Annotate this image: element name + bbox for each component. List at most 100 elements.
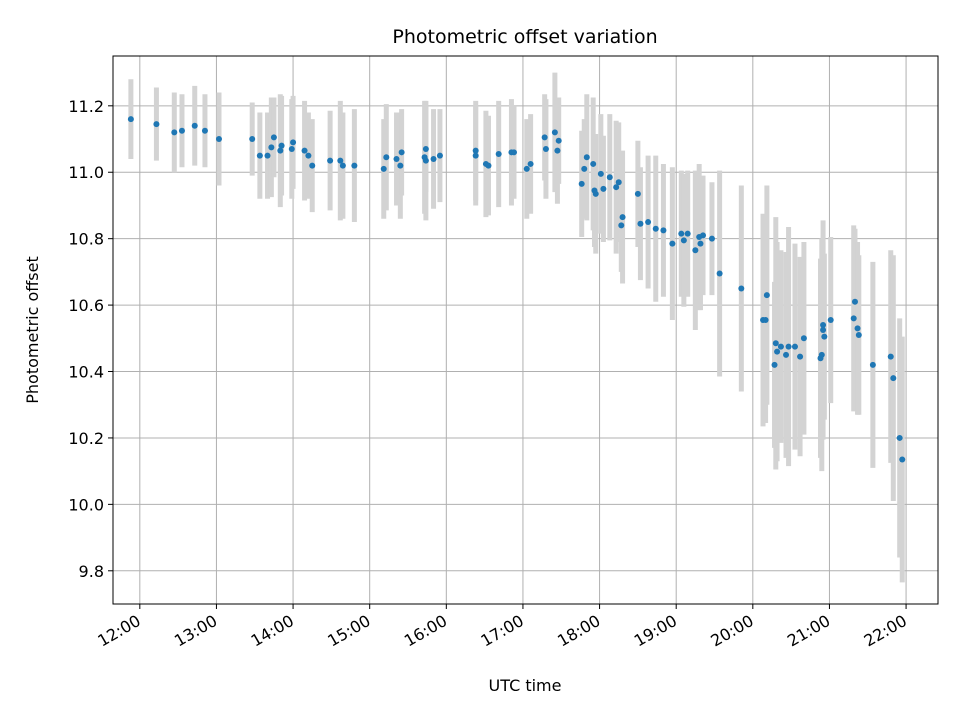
data-point <box>527 160 534 167</box>
data-point <box>301 147 308 154</box>
data-point <box>652 225 659 232</box>
y-tick-label: 10.0 <box>68 495 104 514</box>
data-point <box>820 322 827 329</box>
data-point <box>127 116 134 123</box>
data-point <box>201 127 208 134</box>
y-tick-label: 11.0 <box>68 163 104 182</box>
data-point <box>818 351 825 358</box>
data-point <box>337 157 344 164</box>
data-point <box>393 155 400 162</box>
data-point <box>581 165 588 172</box>
data-point <box>436 152 443 159</box>
data-point <box>268 144 275 151</box>
data-point <box>678 230 685 237</box>
data-point <box>555 137 562 144</box>
data-point <box>485 162 492 169</box>
data-point <box>634 190 641 197</box>
data-point <box>178 127 185 134</box>
data-point <box>619 214 626 221</box>
y-tick-label: 10.6 <box>68 296 104 315</box>
data-point <box>383 154 390 161</box>
data-points <box>127 116 906 463</box>
data-point <box>669 240 676 247</box>
data-point <box>697 240 704 247</box>
data-point <box>290 139 297 146</box>
data-point <box>854 325 861 332</box>
data-point <box>618 222 625 229</box>
data-point <box>264 152 271 159</box>
y-tick-label: 9.8 <box>79 562 104 581</box>
data-point <box>472 152 479 159</box>
data-point <box>339 162 346 169</box>
data-point <box>422 157 429 164</box>
data-point <box>380 165 387 172</box>
y-tick-label: 11.2 <box>68 97 104 116</box>
data-point <box>541 134 548 141</box>
data-point <box>869 361 876 368</box>
data-point <box>785 343 792 350</box>
plot-frame <box>112 55 939 605</box>
data-point <box>551 129 558 136</box>
data-point <box>700 232 707 239</box>
data-point <box>827 317 834 324</box>
data-point <box>597 170 604 177</box>
data-point <box>771 361 778 368</box>
data-point <box>191 122 198 129</box>
data-point <box>422 145 429 152</box>
data-point <box>660 227 667 234</box>
data-point <box>772 340 779 347</box>
data-point <box>851 298 858 305</box>
data-point <box>256 152 263 159</box>
data-point <box>288 145 295 152</box>
data-point <box>590 160 597 167</box>
data-point <box>855 331 862 338</box>
data-point <box>615 179 622 186</box>
data-point <box>351 162 358 169</box>
data-point <box>821 333 828 340</box>
data-point <box>899 456 906 463</box>
data-point <box>645 219 652 226</box>
data-point <box>896 434 903 441</box>
data-point <box>472 147 479 154</box>
y-tick-label: 10.8 <box>68 230 104 249</box>
data-point <box>327 157 334 164</box>
data-point <box>309 162 316 169</box>
data-point <box>708 235 715 242</box>
data-point <box>495 150 502 157</box>
data-point <box>277 147 284 154</box>
data-point <box>270 134 277 141</box>
chart-title: Photometric offset variation <box>392 26 657 48</box>
data-point <box>637 220 644 227</box>
y-tick-label: 10.4 <box>68 363 104 382</box>
data-point <box>762 317 769 324</box>
data-point <box>850 315 857 322</box>
x-axis-label: UTC time <box>489 676 562 695</box>
data-point <box>777 343 784 350</box>
data-point <box>763 292 770 299</box>
data-point <box>820 327 827 333</box>
data-point <box>716 270 723 277</box>
data-point <box>887 353 894 360</box>
data-point <box>600 185 607 192</box>
data-point <box>797 353 804 360</box>
data-point <box>680 237 687 244</box>
data-point <box>397 162 404 169</box>
data-point <box>890 375 897 382</box>
data-point <box>511 149 518 156</box>
data-point <box>613 184 620 191</box>
data-point <box>692 247 699 254</box>
data-point <box>554 147 561 154</box>
data-point <box>215 136 222 143</box>
data-point <box>583 154 590 161</box>
data-point <box>305 152 312 159</box>
data-point <box>523 165 530 172</box>
data-point <box>684 230 691 237</box>
data-point <box>542 145 549 152</box>
y-tick-label: 10.2 <box>68 429 104 448</box>
data-point <box>398 149 405 156</box>
data-point <box>430 155 437 162</box>
data-point <box>783 351 790 358</box>
data-point <box>738 285 745 292</box>
